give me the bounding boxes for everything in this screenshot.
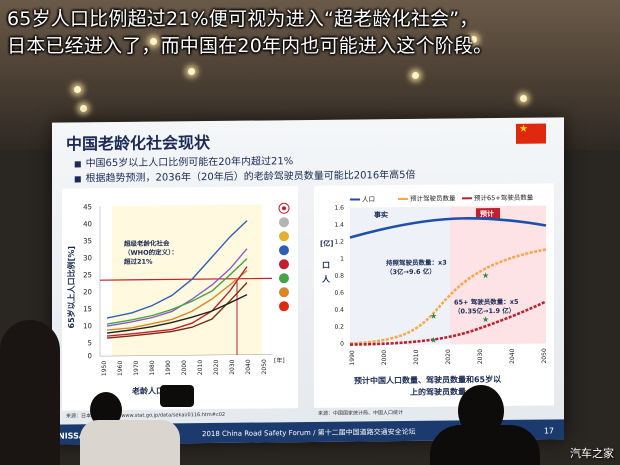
right-ytick: 1 [340, 256, 344, 263]
watermark: 汽车之家 [570, 447, 614, 460]
caption-line-1: 65岁人口比例超过21%便可视为进入“超老龄化社会”， [7, 8, 479, 30]
right-ytick: 0.8 [334, 273, 344, 280]
ceiling-lamp [80, 105, 87, 112]
china-flag-icon [516, 123, 546, 144]
left-xtick: 1960 [117, 360, 124, 376]
left-xlabel: 老龄人口比较 [131, 385, 180, 396]
right-ylabel: [亿] [320, 239, 333, 248]
right-xtick: 2040 [509, 348, 516, 364]
marker-star-icon: ★ [482, 271, 489, 280]
left-ylabel: 65岁以上人口比例[%] [66, 246, 76, 329]
marker-star-icon: ★ [430, 336, 437, 345]
left-ytick: 15 [83, 305, 92, 313]
right-xtick: 2000 [381, 350, 388, 366]
right-ytick: 0.6 [334, 290, 344, 297]
slide-page-number: 17 [543, 426, 554, 436]
photo-caption: 65岁人口比例超过21%便可视为进入“超老龄化社会”， 日本已经进入了，而中国在… [0, 0, 620, 60]
left-xtick: 2000 [181, 360, 188, 376]
right-chart-title: 预计中国人口数量、驾驶员数量和65岁以 [354, 374, 501, 386]
ceiling-lamp [412, 72, 419, 79]
legend-population: 人口 [362, 195, 375, 203]
left-ytick: 40 [83, 220, 92, 228]
projector-screen: 中国老龄化社会现状 中国65岁以上人口比例可能在20年内超过21% 根据趋势预测… [52, 117, 564, 445]
slide-bullet-2: 根据趋势预测，2036年（20年后）的老龄驾驶员数量可能比2016年高5倍 [74, 166, 416, 185]
left-chart-svg: 45 40 35 30 25 20 15 10 5 0 1950 1960 19… [66, 202, 290, 396]
ceiling-lamp [188, 68, 195, 75]
left-xtick: 2040 [245, 359, 252, 375]
right-xtick: 2050 [541, 348, 548, 364]
left-xtick: 1970 [133, 360, 140, 376]
slide-title: 中国老龄化社会现状 [66, 133, 211, 154]
ceiling-lamp [470, 36, 477, 43]
left-ytick: 5 [88, 339, 92, 347]
left-chart-panel: 45 40 35 30 25 20 15 10 5 0 1950 1960 19… [62, 186, 298, 411]
left-xtick: 1990 [165, 360, 172, 376]
left-ytick: 0 [88, 352, 92, 360]
right-chart-title: 上的驾驶员数量 [410, 386, 466, 397]
legend-drivers: 预计驾驶员数量 [410, 193, 456, 202]
right-xtick: 2020 [445, 349, 452, 365]
audience-body [430, 425, 540, 465]
left-annotation: （WHO的定义）： [124, 247, 178, 257]
right-ytick: 1.6 [334, 205, 344, 212]
right-chart-svg: 人口 预计驾驶员数量 预计65+驾驶员数量 事实 预计 ★ ★ ★ ★ [320, 193, 548, 397]
tag-forecast: 预计 [480, 209, 494, 218]
right-xtick: 2030 [477, 349, 484, 365]
caption-line-2: 日本已经进入了，而中国在20年内也可能进入这个阶段。 [7, 35, 493, 57]
right-xtick: 1990 [349, 350, 356, 366]
right-ytick: 0 [340, 341, 344, 348]
left-ytick: 10 [83, 322, 92, 330]
camera-icon [160, 385, 194, 407]
right-ytick: 1.4 [334, 222, 344, 229]
ceiling-lamp [74, 86, 81, 93]
left-ytick: 30 [83, 254, 92, 262]
note-elderly: 65+ 驾驶员数量：x5 [454, 297, 519, 307]
left-xunit: [年] [274, 356, 285, 364]
left-xtick: 1980 [149, 360, 156, 376]
right-xtick: 2010 [413, 349, 420, 365]
right-chart-source: 来源：中国国家统计局、中国人口统计 [318, 410, 404, 417]
audience-silhouette [0, 320, 60, 465]
marker-star-icon: ★ [430, 312, 437, 321]
svg-text:口: 口 [322, 261, 330, 270]
photographer-body [80, 420, 180, 465]
left-ytick: 25 [83, 271, 92, 279]
left-xtick: 2030 [229, 359, 236, 375]
ceiling-lamp [520, 95, 527, 102]
ceiling-lamp [150, 38, 157, 45]
marker-star-icon: ★ [482, 315, 489, 324]
left-xtick: 2020 [213, 359, 220, 375]
note-drivers: 持照驾驶员数量：x3 [386, 258, 447, 268]
note-elderly: （0.35亿→1.9 亿） [454, 306, 515, 316]
left-annotation: 超过21% [123, 257, 153, 266]
right-ytick: 0.2 [334, 324, 344, 331]
right-ytick: 0.4 [334, 307, 344, 314]
right-ytick: 1.2 [334, 239, 344, 246]
tag-fact: 事实 [374, 210, 388, 219]
svg-text:人: 人 [322, 274, 331, 284]
note-drivers: （3亿→9.6 亿） [386, 267, 436, 277]
left-ytick: 45 [83, 203, 92, 211]
left-xtick: 1950 [101, 361, 108, 377]
left-ytick: 35 [83, 237, 92, 245]
legend-elderly: 预计65+驾驶员数量 [474, 193, 534, 203]
country-flags [278, 202, 290, 312]
left-ytick: 20 [83, 288, 92, 296]
right-chart-panel: 人口 预计驾驶员数量 预计65+驾驶员数量 事实 预计 ★ ★ ★ ★ [314, 183, 554, 408]
left-annotation: 超级老龄化社会 [123, 238, 170, 247]
left-xtick: 2010 [197, 360, 204, 376]
left-xtick: 2050 [261, 359, 268, 375]
